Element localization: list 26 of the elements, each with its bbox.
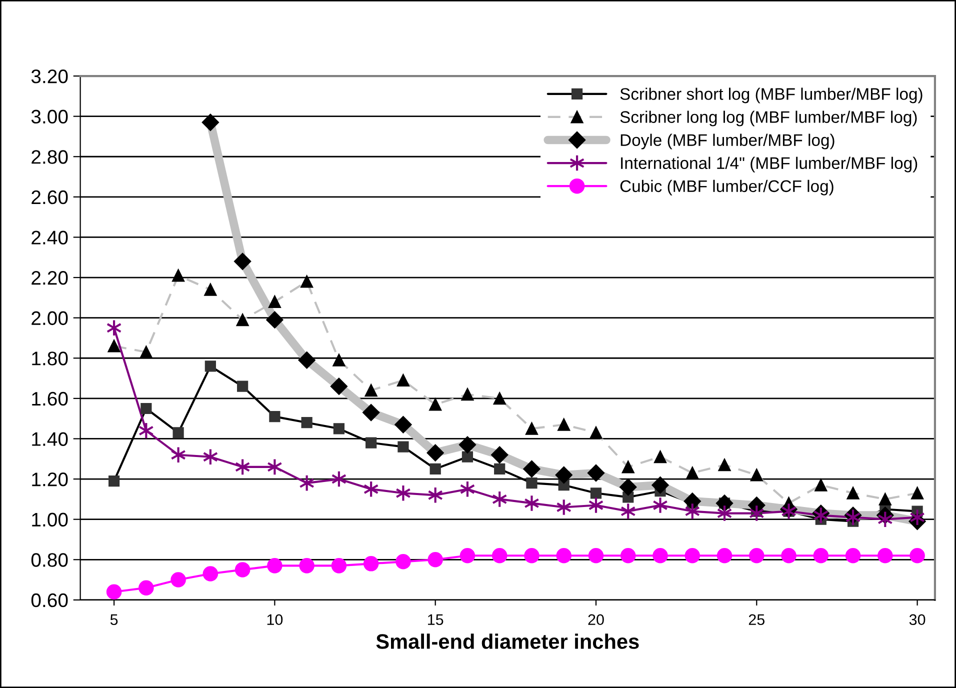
y-tick-label: 2.60 [32,190,68,204]
y-tick-label: 0.60 [31,593,68,608]
y-tick-label: 2.40 [32,230,68,244]
x-tick-label: 20 [588,614,604,626]
y-tick-label: 2.20 [32,270,68,285]
legend-label: Cubic (MBF lumber/CCF log) [620,180,834,196]
y-tick-label: 3.20 [31,69,68,84]
y-tick-label: 3.00 [31,110,68,124]
y-tick-label: 1.20 [32,472,68,486]
y-tick-label: 1.40 [32,432,68,446]
y-tick-label: 2.80 [32,150,68,164]
y-tick-label: 1.00 [32,512,68,527]
x-tick-label: 25 [748,614,764,626]
legend-label: Scribner short log (MBF lumber/MBF log) [620,88,922,104]
legend-label: Doyle (MBF lumber/MBF log) [620,134,834,150]
y-tick-label: 0.80 [31,553,68,567]
x-tick-label: 10 [267,614,283,626]
y-tick-label: 1.60 [32,392,68,406]
x-tick-label: 5 [110,614,118,626]
y-tick-label: 2.00 [32,311,68,326]
legend-label: Scribner long log (MBF lumber/MBF log) [620,110,917,126]
x-tick-label: 15 [428,614,444,626]
x-axis-title: Small-end diameter inches [376,634,639,649]
x-tick-label: 30 [909,614,926,626]
y-tick-label: 1.80 [32,352,68,366]
legend-label: International 1/4" (MBF lumber/MBF log) [621,156,918,172]
